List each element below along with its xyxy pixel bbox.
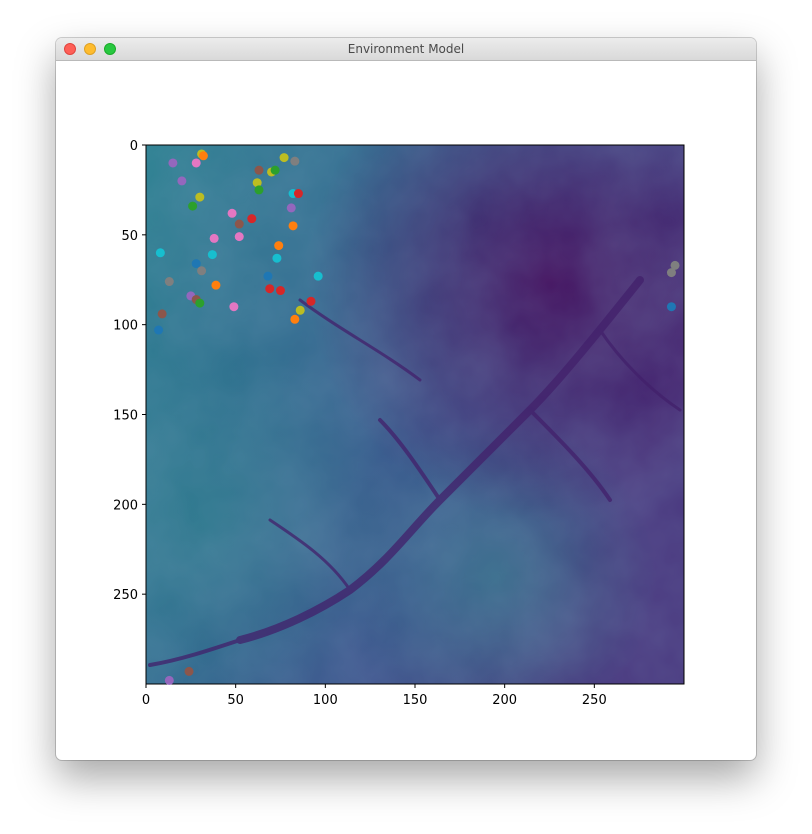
- data-point: [198, 151, 208, 161]
- data-point: [279, 153, 289, 163]
- window-title: Environment Model: [347, 42, 465, 56]
- data-point: [234, 219, 244, 229]
- title-bar[interactable]: Environment Model: [56, 38, 756, 61]
- data-point: [168, 158, 178, 168]
- y-tick-label: 100: [113, 319, 138, 334]
- zoom-button[interactable]: [104, 43, 116, 55]
- data-point: [666, 268, 676, 278]
- data-point: [254, 165, 264, 175]
- data-point: [164, 675, 174, 685]
- x-tick-label: 50: [227, 693, 244, 708]
- data-point: [254, 185, 264, 195]
- data-point: [276, 286, 285, 296]
- data-point: [157, 309, 167, 319]
- data-point: [286, 203, 296, 213]
- data-point: [155, 248, 165, 258]
- data-point: [670, 260, 680, 270]
- data-point: [313, 271, 323, 281]
- x-axis: 0 50 100 150 200 250: [142, 684, 607, 708]
- x-tick-label: 250: [582, 693, 607, 708]
- data-point: [154, 325, 164, 335]
- data-point: [265, 284, 275, 294]
- data-point: [290, 314, 300, 324]
- y-tick-label: 50: [121, 229, 138, 244]
- y-tick-label: 250: [113, 588, 138, 603]
- x-tick-label: 100: [313, 693, 338, 708]
- data-point: [195, 192, 205, 202]
- x-tick-label: 0: [142, 693, 150, 708]
- valley-channels: [148, 276, 682, 667]
- data-point: [295, 305, 305, 315]
- data-point: [290, 156, 300, 166]
- data-point: [247, 214, 257, 224]
- y-tick-label: 150: [113, 409, 138, 424]
- data-point: [252, 178, 262, 188]
- data-point: [234, 232, 244, 242]
- data-point: [191, 158, 201, 168]
- data-point: [306, 296, 316, 306]
- data-point: [207, 250, 217, 260]
- data-point: [288, 221, 298, 231]
- data-point: [666, 302, 676, 312]
- data-point: [274, 241, 284, 251]
- data-point: [184, 666, 194, 676]
- x-tick-label: 200: [492, 693, 517, 708]
- y-tick-label: 0: [130, 139, 138, 154]
- data-point: [270, 165, 280, 175]
- data-point: [195, 298, 205, 308]
- y-axis: 0 50 100 150 200 250: [113, 139, 146, 603]
- scatter-points: [154, 149, 680, 685]
- x-tick-label: 150: [403, 693, 428, 708]
- y-tick-label: 200: [113, 498, 138, 513]
- data-point: [177, 176, 187, 186]
- data-point: [188, 201, 198, 211]
- terrain-raster: [146, 145, 684, 684]
- data-point: [164, 277, 174, 287]
- data-point: [272, 253, 282, 263]
- data-point: [293, 189, 303, 199]
- data-point: [229, 302, 239, 312]
- minimize-button[interactable]: [84, 43, 96, 55]
- data-point: [197, 266, 207, 276]
- close-button[interactable]: [64, 43, 76, 55]
- data-point: [227, 208, 237, 218]
- data-point: [191, 259, 201, 269]
- data-point: [209, 233, 219, 243]
- data-point: [263, 271, 273, 281]
- data-point: [211, 280, 221, 290]
